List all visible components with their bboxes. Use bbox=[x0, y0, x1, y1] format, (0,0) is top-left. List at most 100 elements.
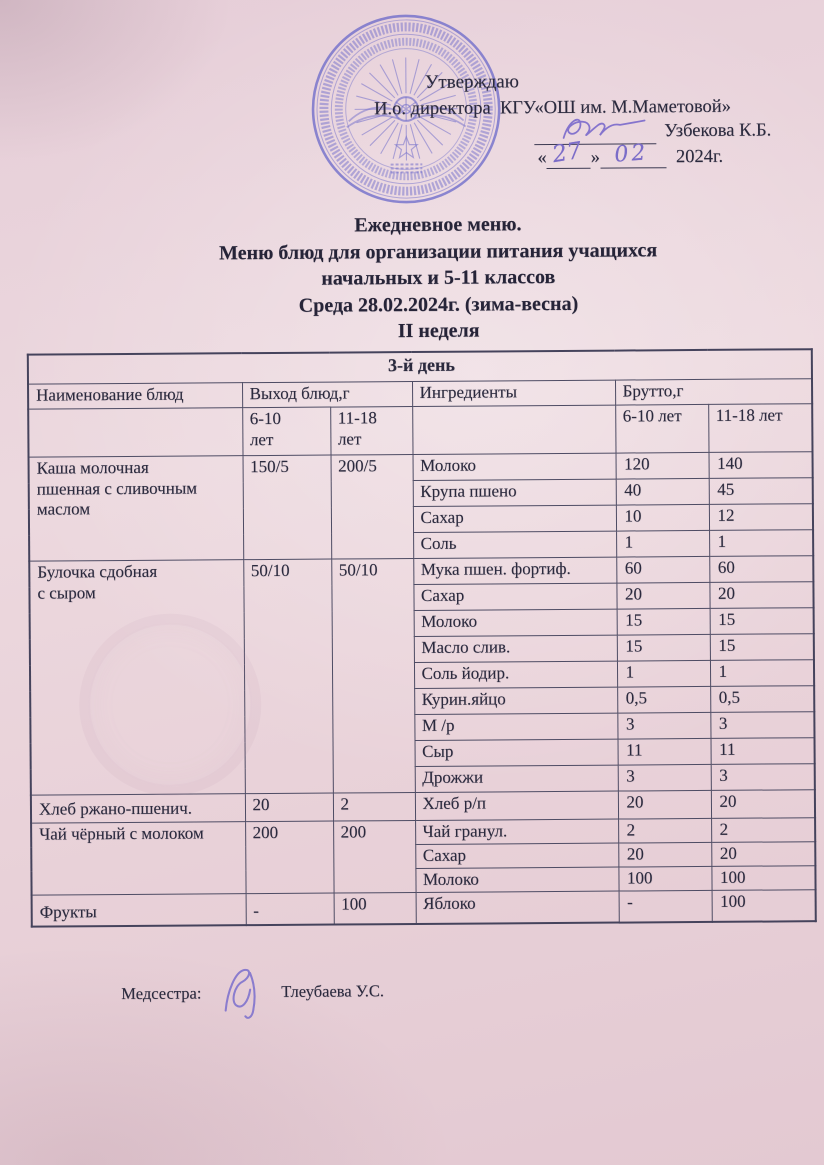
col-header-brutto: Брутто,г bbox=[614, 378, 813, 406]
official-round-stamp-icon bbox=[306, 9, 505, 208]
ingredient-name: Крупа пшено bbox=[412, 479, 616, 507]
output-small: 200 bbox=[245, 821, 334, 894]
brutto-big: 12 bbox=[708, 503, 814, 531]
output-big: 200 bbox=[333, 820, 416, 894]
brutto-big: 1 bbox=[709, 659, 815, 687]
nurse-signature-icon bbox=[213, 961, 275, 1027]
brutto-small: 20 bbox=[617, 790, 712, 820]
ingredient-name: Курин.яйцо bbox=[414, 687, 618, 715]
brutto-small: 15 bbox=[616, 634, 710, 662]
output-big: 2 bbox=[332, 792, 416, 822]
brutto-big: 100 bbox=[711, 889, 816, 922]
age-subheader-row: 6-10 лет 11-18 лет 6-10 лет 11-18 лет bbox=[28, 403, 813, 458]
brutto-big: 2 bbox=[711, 817, 816, 843]
ingredient-name: Молоко bbox=[415, 867, 619, 893]
ingredient-name: Молоко bbox=[412, 453, 616, 481]
document-title: Ежедневное меню. Меню блюд для организац… bbox=[54, 209, 823, 347]
quote-close: » bbox=[590, 147, 601, 168]
brutto-age-small: 6-10 лет bbox=[615, 404, 709, 454]
output-big: 50/10 bbox=[331, 558, 415, 794]
brutto-big: 0,5 bbox=[710, 685, 815, 713]
brutto-small: 15 bbox=[616, 608, 710, 636]
brutto-small: 40 bbox=[615, 478, 709, 506]
ingredient-name: Дрожжи bbox=[414, 765, 618, 793]
ingredient-name: Сыр bbox=[414, 739, 618, 767]
col-header-ingredients: Ингредиенты bbox=[412, 380, 616, 407]
nurse-name: Тлеубаева У.С. bbox=[281, 981, 385, 1001]
brutto-big: 20 bbox=[711, 841, 816, 867]
director-name: Узбекова К.Б. bbox=[664, 120, 772, 142]
dish-name: Хлеб ржано-пшенич. bbox=[30, 793, 246, 824]
ingredient-name: Яблоко bbox=[415, 891, 619, 924]
col-header-dish: Наименование блюд bbox=[28, 382, 243, 410]
quote-open: « bbox=[537, 148, 547, 169]
ghost-stamp-watermark bbox=[78, 613, 262, 797]
brutto-big: 60 bbox=[709, 555, 814, 583]
director-signature-icon bbox=[548, 110, 658, 149]
title-line-5: II неделя bbox=[397, 319, 480, 343]
brutto-big: 15 bbox=[709, 633, 815, 661]
ingredient-name: Чай гранул. bbox=[415, 819, 619, 845]
brutto-big: 3 bbox=[710, 711, 815, 739]
output-big: 100 bbox=[333, 892, 416, 925]
ingredient-name: Соль bbox=[413, 531, 617, 559]
brutto-age-big: 11-18 лет bbox=[708, 403, 813, 453]
brutto-big: 140 bbox=[708, 451, 813, 479]
dish-name: Фрукты bbox=[31, 893, 246, 927]
brutto-big: 1 bbox=[709, 529, 814, 557]
date-month-blank: 02 bbox=[599, 140, 667, 169]
handwritten-day: 27 bbox=[550, 137, 584, 169]
ingredient-name: Соль йодир. bbox=[413, 661, 618, 689]
brutto-small: 20 bbox=[616, 582, 710, 610]
ingredient-row: Фрукты - 100 Яблоко - 100 bbox=[31, 889, 816, 927]
ingredient-name: Сахар bbox=[413, 583, 617, 611]
brutto-small: 100 bbox=[618, 866, 712, 892]
date-year: 2024г. bbox=[675, 146, 724, 168]
brutto-small: - bbox=[618, 890, 712, 923]
empty-cell bbox=[28, 407, 243, 458]
dish-name: Каша молочная пшенная с сливочным маслом bbox=[28, 455, 244, 562]
brutto-small: 120 bbox=[615, 452, 709, 480]
brutto-small: 3 bbox=[617, 764, 711, 792]
brutto-big: 20 bbox=[710, 789, 816, 819]
empty-cell bbox=[412, 405, 616, 455]
ingredient-name: Хлеб р/п bbox=[414, 791, 619, 821]
brutto-big: 100 bbox=[711, 865, 816, 891]
ingredient-name: Мука пшен. фортиф. bbox=[413, 557, 617, 585]
output-age-small: 6-10 лет bbox=[242, 407, 331, 456]
ingredient-name: Сахар bbox=[412, 505, 617, 533]
brutto-big: 15 bbox=[709, 607, 814, 635]
dish-name: Чай чёрный с молоком bbox=[31, 821, 246, 896]
brutto-small: 2 bbox=[618, 818, 712, 844]
output-small: 150/5 bbox=[242, 455, 332, 560]
ingredient-name: Сахар bbox=[415, 843, 619, 869]
brutto-small: 11 bbox=[617, 738, 711, 766]
brutto-small: 20 bbox=[618, 842, 712, 868]
brutto-small: 1 bbox=[616, 660, 711, 688]
output-big: 200/5 bbox=[330, 454, 414, 560]
brutto-big: 20 bbox=[709, 581, 814, 609]
brutto-small: 60 bbox=[616, 556, 710, 584]
ingredient-name: Масло слив. bbox=[413, 635, 617, 663]
brutto-small: 0,5 bbox=[617, 686, 711, 714]
col-header-output: Выход блюд,г bbox=[242, 381, 413, 408]
output-age-big: 11-18 лет bbox=[330, 406, 413, 456]
output-small: - bbox=[245, 893, 334, 926]
brutto-big: 3 bbox=[710, 763, 815, 791]
brutto-big: 11 bbox=[710, 737, 815, 765]
nurse-signature-block: Медсестра: Тлеубаева У.С. bbox=[121, 967, 541, 1030]
output-small: 20 bbox=[244, 793, 334, 822]
approval-date-row: «27 » 02 2024г. bbox=[537, 138, 724, 170]
brutto-big: 45 bbox=[708, 477, 813, 505]
approve-label: Утверждаю bbox=[424, 71, 519, 93]
brutto-small: 10 bbox=[615, 504, 710, 532]
brutto-small: 3 bbox=[617, 712, 711, 740]
ingredient-name: Молоко bbox=[413, 609, 617, 637]
date-day-blank: 27 bbox=[546, 138, 591, 170]
director-signature-row: Узбекова К.Б. bbox=[534, 115, 814, 147]
nurse-role-label: Медсестра: bbox=[121, 983, 202, 1004]
brutto-small: 1 bbox=[616, 530, 710, 558]
handwritten-month: 02 bbox=[613, 140, 649, 168]
ingredient-name: М /р bbox=[414, 713, 618, 741]
